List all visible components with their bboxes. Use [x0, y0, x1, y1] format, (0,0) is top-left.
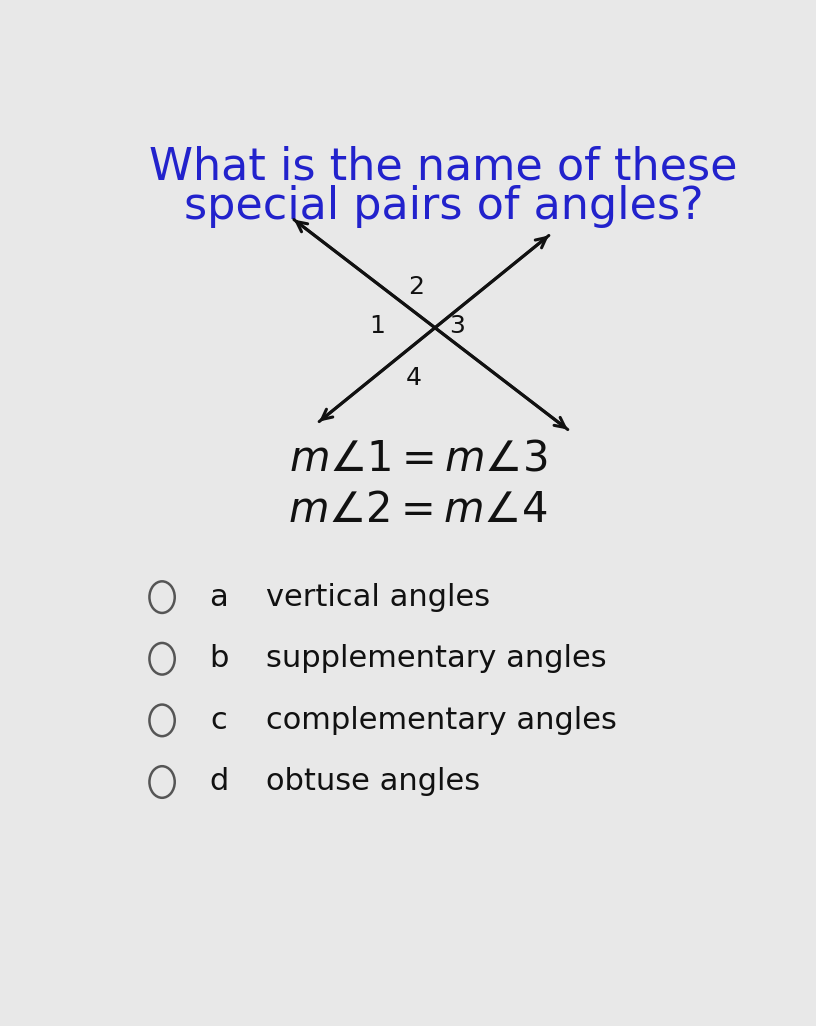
Text: d: d [210, 767, 228, 796]
Text: $m\angle 1 = m\angle 3$: $m\angle 1 = m\angle 3$ [289, 438, 548, 480]
Text: special pairs of angles?: special pairs of angles? [184, 185, 703, 228]
Text: complementary angles: complementary angles [266, 706, 617, 735]
Text: What is the name of these: What is the name of these [149, 145, 738, 188]
Text: 3: 3 [449, 315, 464, 339]
Text: supplementary angles: supplementary angles [266, 644, 607, 673]
Text: c: c [211, 706, 228, 735]
Text: a: a [210, 583, 228, 611]
Text: 4: 4 [406, 365, 421, 390]
Text: b: b [210, 644, 228, 673]
Text: 2: 2 [408, 275, 424, 300]
Text: obtuse angles: obtuse angles [266, 767, 481, 796]
Text: $m\angle 2 = m\angle 4$: $m\angle 2 = m\angle 4$ [288, 489, 548, 531]
Text: vertical angles: vertical angles [266, 583, 490, 611]
Text: 1: 1 [370, 315, 385, 339]
